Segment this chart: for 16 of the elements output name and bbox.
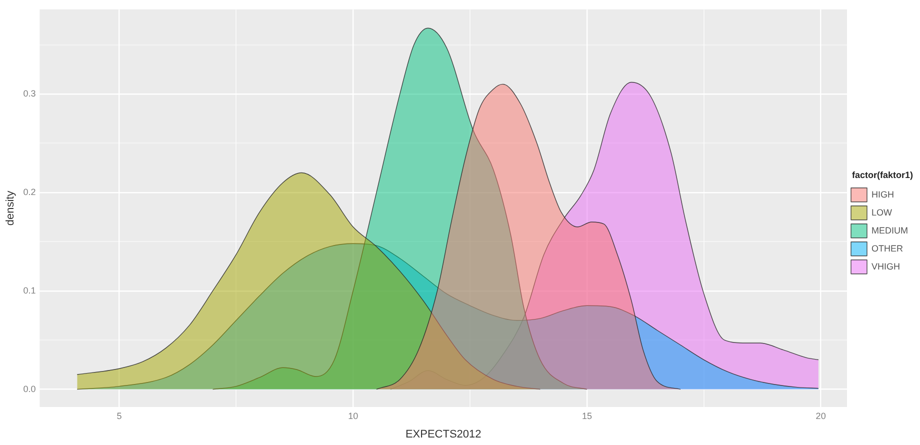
y-tick-label: 0.3 xyxy=(23,88,36,99)
x-tick-label: 5 xyxy=(116,410,122,421)
legend-label: OTHER xyxy=(872,243,904,254)
x-tick-label: 10 xyxy=(348,410,358,421)
legend-title: factor(faktor1) xyxy=(852,170,914,180)
x-axis-title: EXPECTS2012 xyxy=(405,428,482,440)
y-axis-title: density xyxy=(4,190,17,226)
legend-label: LOW xyxy=(872,207,893,218)
x-tick-label: 20 xyxy=(816,410,826,421)
y-tick-label: 0.2 xyxy=(23,186,36,197)
legend-label: VHIGH xyxy=(872,261,900,272)
legend-label: HIGH xyxy=(872,189,894,200)
legend-label: MEDIUM xyxy=(872,225,908,236)
y-tick-label: 0.0 xyxy=(23,384,36,394)
x-tick-label: 15 xyxy=(582,410,592,421)
y-tick-label: 0.1 xyxy=(23,285,36,296)
